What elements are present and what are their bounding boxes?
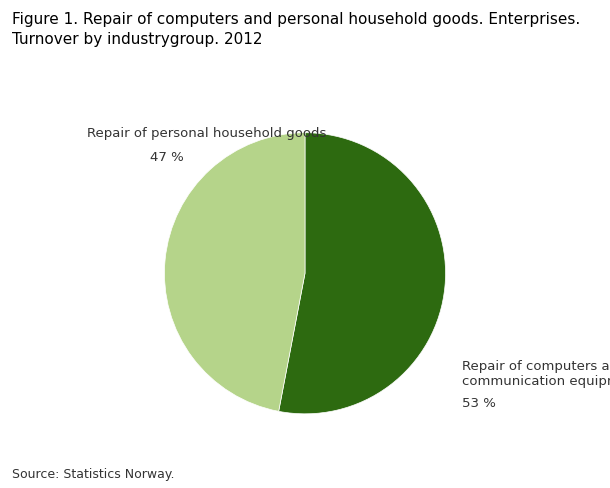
Wedge shape <box>279 133 445 414</box>
Text: 53 %: 53 % <box>462 397 497 410</box>
Text: Repair of computers and
communication equipment: Repair of computers and communication eq… <box>462 361 610 388</box>
Text: 47 %: 47 % <box>151 151 184 163</box>
Text: Repair of personal household goods: Repair of personal household goods <box>87 127 326 140</box>
Wedge shape <box>165 133 305 411</box>
Text: Figure 1. Repair of computers and personal household goods. Enterprises.
Turnove: Figure 1. Repair of computers and person… <box>12 12 581 47</box>
Text: Source: Statistics Norway.: Source: Statistics Norway. <box>12 468 174 481</box>
